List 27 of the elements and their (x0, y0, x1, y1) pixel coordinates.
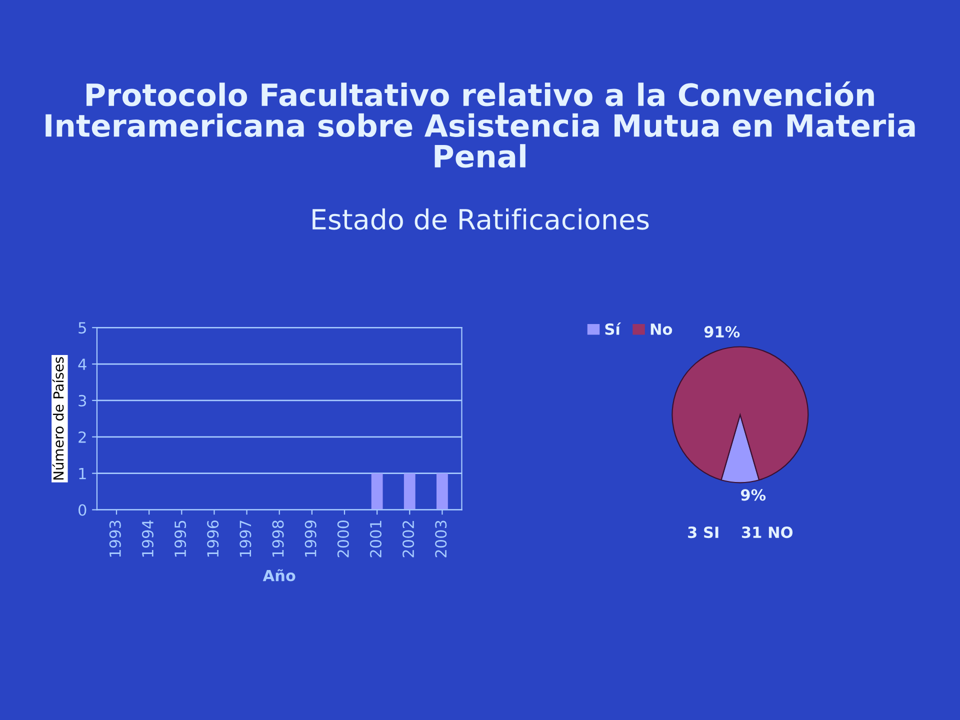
x-tick-label: 1998 (272, 520, 284, 557)
y-tick-label: 3 (78, 394, 86, 406)
data-label: 91% (704, 326, 740, 338)
x-axis-title: Año (262, 569, 296, 582)
x-tick-label: 1993 (109, 520, 121, 557)
x-tick-label: 1994 (142, 520, 154, 557)
x-tick-label: 1999 (304, 520, 316, 557)
x-tick-label: 2000 (337, 520, 349, 558)
y-tick-label: 0 (78, 504, 86, 516)
x-tick-label: 2002 (402, 521, 414, 558)
chart-subtitle: Estado de Ratificaciones (312, 208, 649, 230)
legend-label: Sí (605, 322, 622, 335)
x-tick-label: 1995 (174, 520, 186, 557)
chart-title: Protocolo Facultativo relativo a la Convención Interamericana sobre Asistencia Mutua en Materia Penal (46, 81, 915, 168)
x-tick-label: 1997 (240, 520, 252, 557)
x-tick-label: 2003 (435, 520, 447, 558)
data-label: 9% (740, 489, 766, 501)
y-tick-label: 1 (79, 468, 86, 480)
y-tick-label: 5 (78, 322, 86, 334)
y-tick-label: 2 (78, 431, 86, 443)
x-tick-label: 2001 (370, 520, 382, 558)
legend-label: No (650, 324, 672, 335)
y-tick-label: 4 (78, 358, 86, 370)
x-tick-label: 1996 (207, 520, 219, 557)
pie-slice (672, 346, 809, 481)
y-axis-title: Número de Países (52, 357, 64, 480)
text: 3 SI 31 NO (688, 526, 793, 538)
